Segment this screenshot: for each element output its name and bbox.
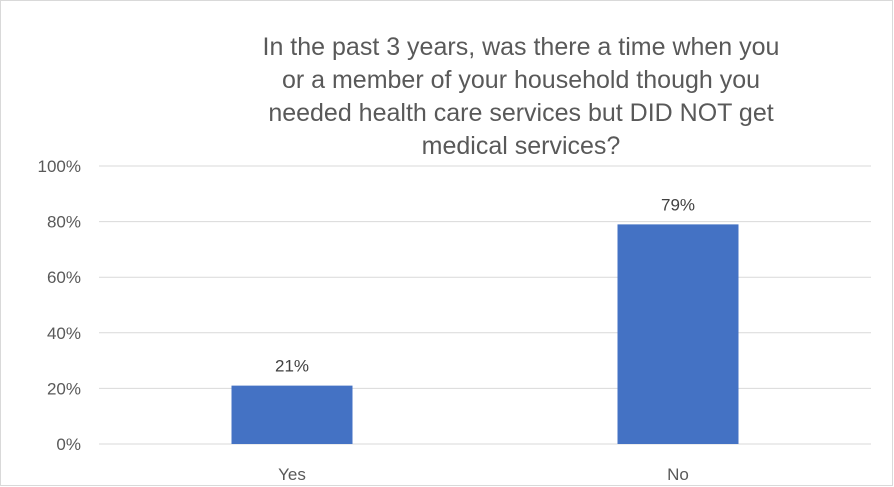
y-tick-label: 100% (38, 157, 81, 176)
y-tick-label: 40% (47, 324, 81, 343)
data-label: 21% (275, 357, 309, 376)
data-label: 79% (661, 195, 695, 214)
x-category-label: No (667, 465, 689, 484)
bar (617, 224, 739, 444)
chart-title: In the past 3 years, was there a time wh… (262, 33, 780, 160)
y-tick-label: 60% (47, 268, 81, 287)
x-category-label: Yes (278, 465, 306, 484)
y-tick-label: 20% (47, 379, 81, 398)
y-tick-label: 80% (47, 213, 81, 232)
bar (231, 385, 353, 444)
y-tick-label: 0% (56, 435, 81, 454)
